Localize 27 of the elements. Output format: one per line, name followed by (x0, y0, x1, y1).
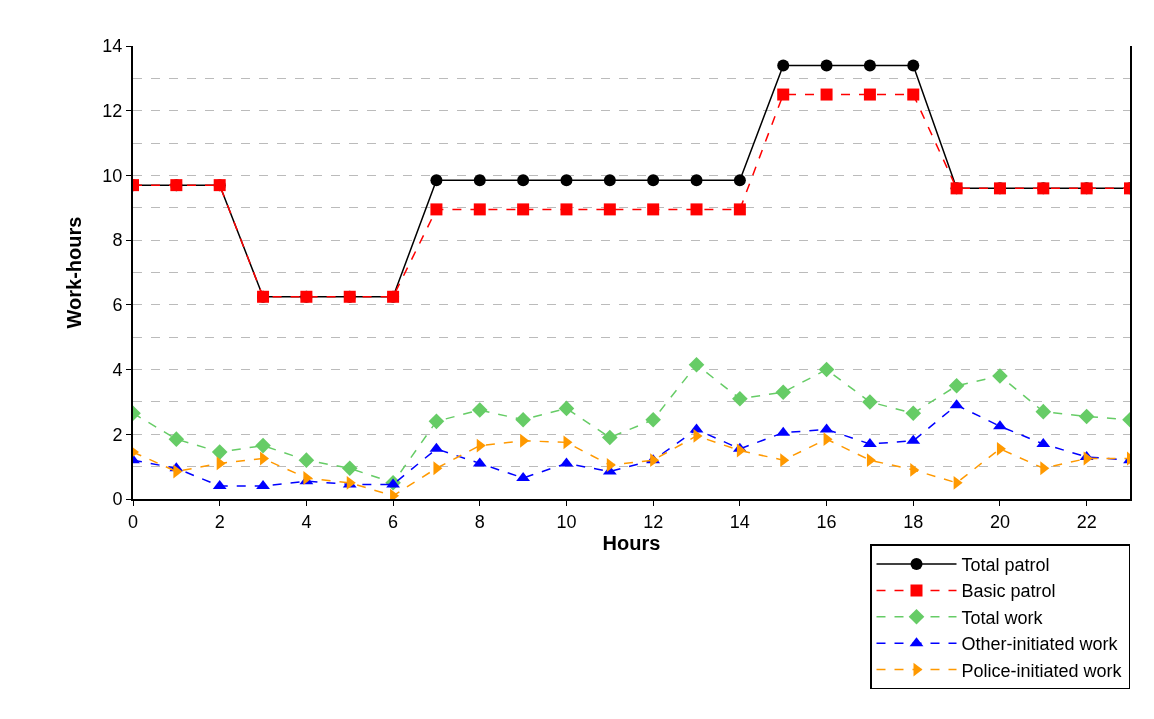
legend-label: Total work (961, 607, 1044, 628)
y-tick-label: 12 (102, 101, 123, 122)
legend-label: Police-initiated work (961, 660, 1123, 681)
x-tick-label: 14 (729, 511, 750, 532)
legend-label: Other-initiated work (961, 634, 1119, 655)
y-tick-label: 10 (102, 165, 123, 186)
y-tick-label: 2 (112, 424, 123, 445)
x-tick-label: 18 (903, 511, 924, 532)
x-tick-label: 10 (556, 511, 577, 532)
x-tick-label: 12 (643, 511, 664, 532)
y-tick-label: 6 (112, 295, 123, 316)
y-tick-label: 4 (112, 359, 123, 380)
y-axis-title: Work-hours (63, 216, 86, 329)
x-tick-label: 2 (214, 511, 225, 532)
x-tick-label: 20 (989, 511, 1010, 532)
x-tick-label: 8 (474, 511, 485, 532)
legend-label: Total patrol (961, 555, 1050, 576)
x-tick-label: 6 (388, 511, 399, 532)
y-tick-label: 14 (102, 36, 123, 57)
x-tick-label: 4 (301, 511, 312, 532)
x-axis-title: Hours (602, 531, 661, 554)
x-tick-label: 0 (127, 511, 139, 532)
legend-label: Basic patrol (961, 581, 1056, 602)
y-tick-label: 8 (112, 230, 123, 251)
x-tick-label: 16 (816, 511, 837, 532)
y-tick-label: 0 (112, 489, 123, 510)
x-tick-label: 22 (1076, 511, 1097, 532)
